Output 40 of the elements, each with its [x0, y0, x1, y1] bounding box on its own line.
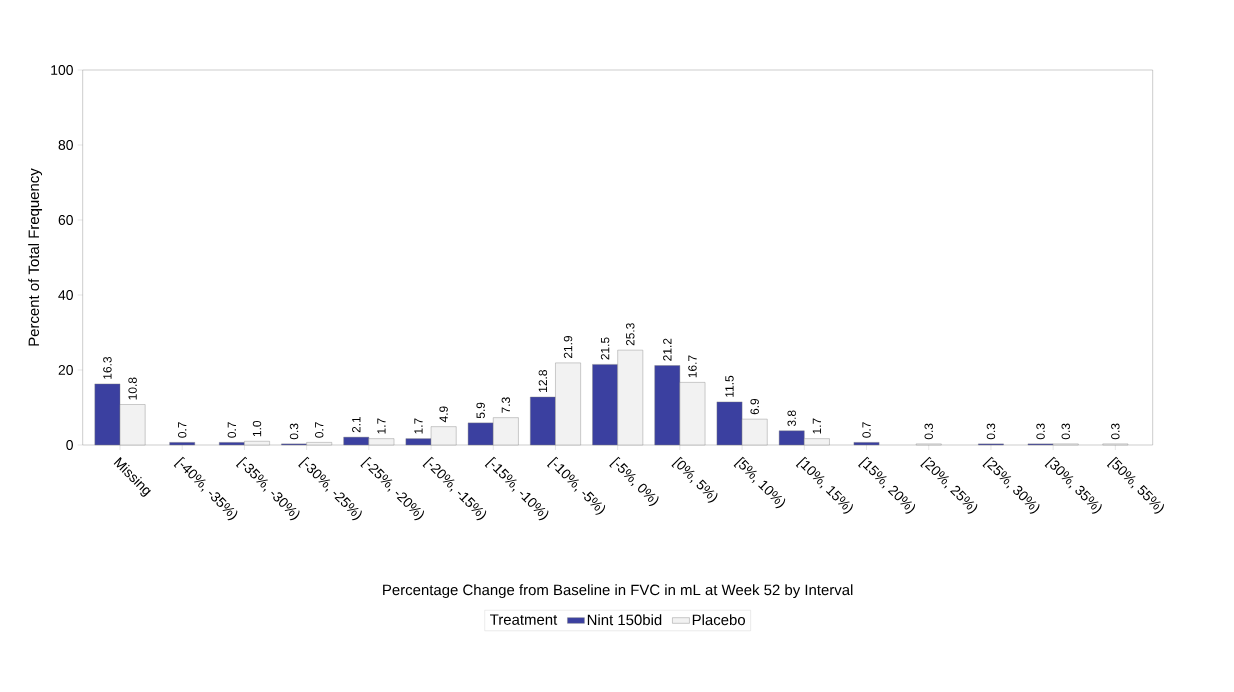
y-tick-label: 80 [58, 140, 73, 150]
data-label: 0.7 [227, 422, 237, 438]
data-label: 12.8 [538, 370, 548, 392]
data-label: 1.0 [252, 420, 262, 437]
data-label: 0.7 [862, 422, 871, 438]
data-label: 11.5 [725, 375, 734, 397]
y-tick-label: 20 [58, 365, 73, 375]
data-label: 2.1 [352, 416, 361, 433]
data-label: 1.7 [812, 418, 822, 434]
data-label: 1.7 [377, 418, 386, 434]
x-axis-title: Percentage Change from Baseline in FVC in mL at Week 52 by Interval [383, 584, 853, 599]
y-axis-title: Percent of Total Frequency [28, 168, 43, 346]
data-label: 0.3 [924, 423, 933, 440]
data-label: 0.7 [177, 422, 187, 438]
y-tick-label: 0 [66, 440, 73, 450]
data-label: 21.2 [663, 338, 672, 361]
data-label: 6.9 [750, 398, 759, 415]
data-label: 21.5 [600, 337, 610, 360]
data-label: 0.3 [1061, 423, 1070, 440]
data-label: 7.3 [501, 397, 511, 413]
legend-title: Treatment [490, 614, 558, 625]
data-label: 25.3 [626, 323, 635, 346]
y-tick-label: 40 [58, 290, 73, 300]
legend-label: Placebo [692, 614, 746, 626]
data-label: 1.7 [414, 418, 423, 434]
data-label: 4.9 [439, 406, 448, 423]
y-tick-label: 100 [51, 65, 73, 75]
data-label: 16.3 [103, 356, 112, 379]
y-tick-label: 60 [58, 215, 73, 225]
data-label: 0.3 [289, 423, 299, 440]
legend-label: Nint 150bid [587, 614, 662, 626]
data-label: 0.7 [314, 422, 324, 438]
data-label: 0.3 [986, 423, 996, 440]
data-label: 0.3 [1111, 423, 1120, 440]
data-label: 0.3 [1036, 423, 1045, 440]
data-label: 21.9 [563, 336, 573, 359]
data-label: 10.8 [128, 377, 137, 400]
data-label: 3.8 [787, 410, 796, 427]
data-label: 16.7 [688, 355, 697, 378]
data-label: 5.9 [476, 402, 485, 419]
